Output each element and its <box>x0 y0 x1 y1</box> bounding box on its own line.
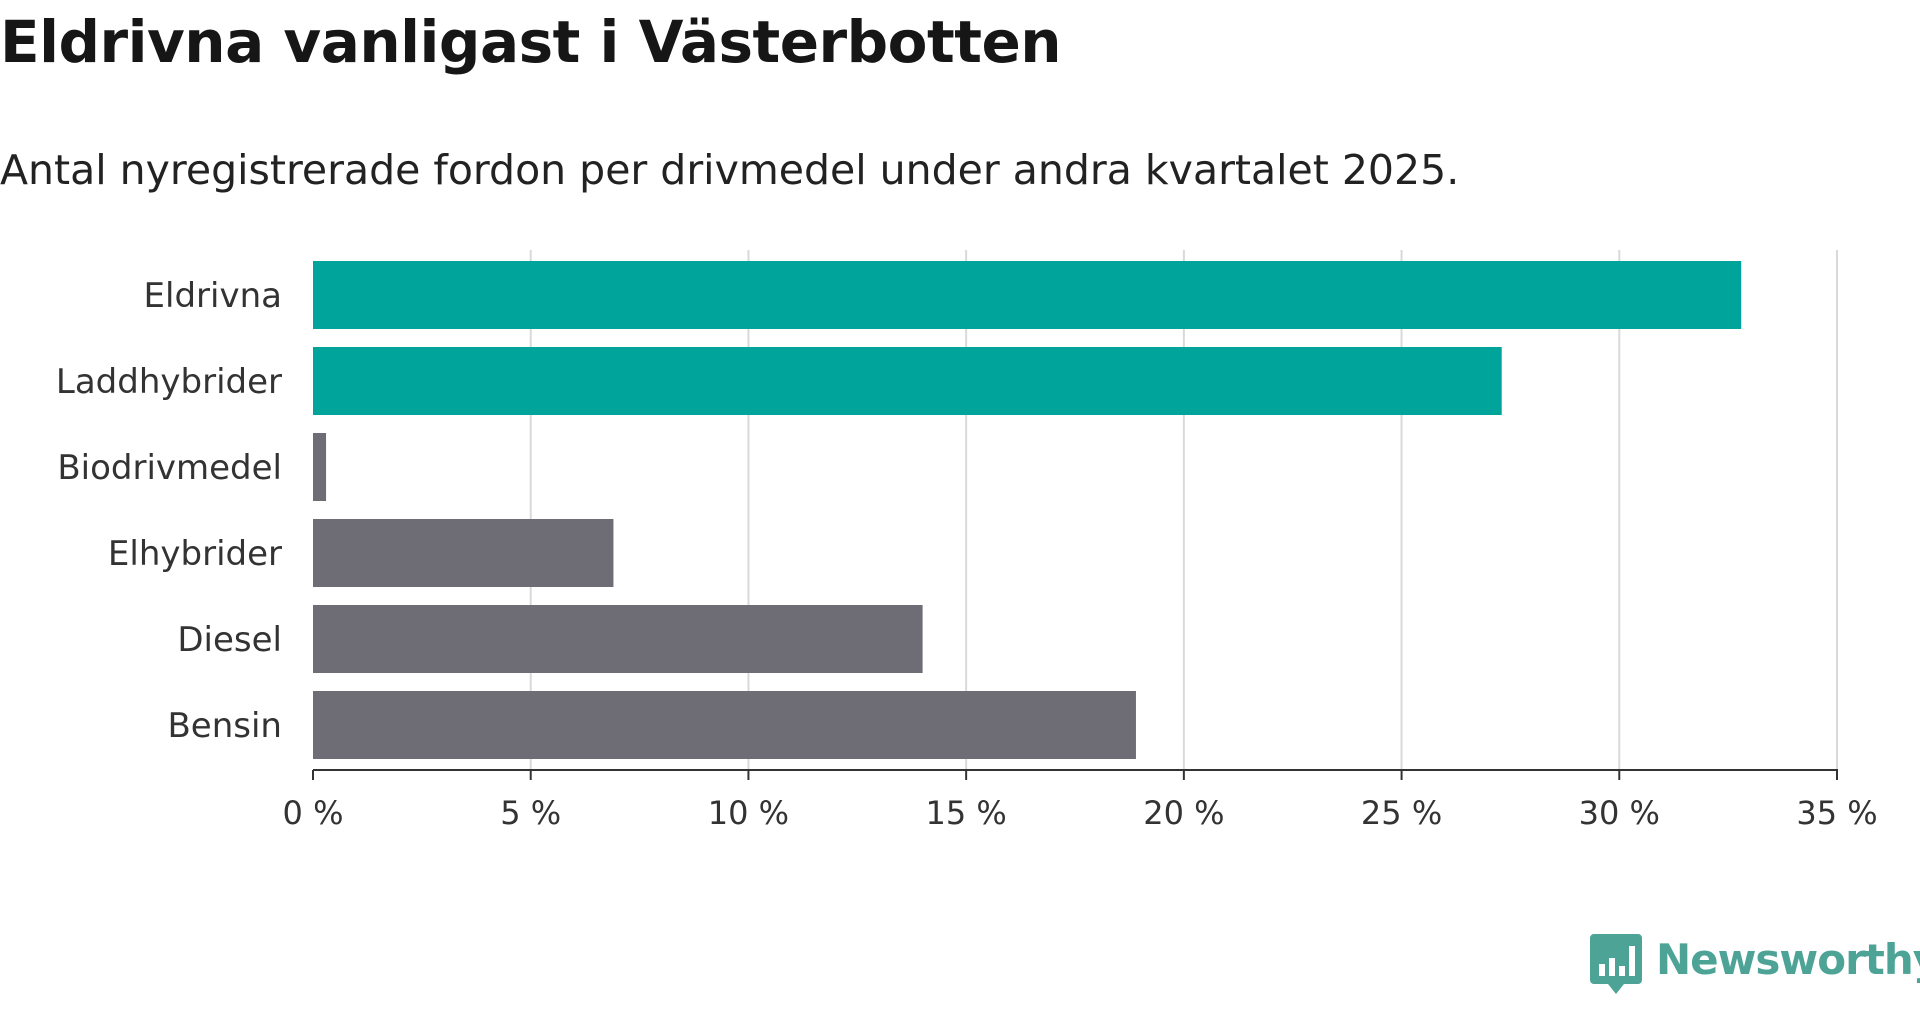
bar-laddhybrider <box>313 347 1502 415</box>
newsworthy-logo: Newsworthy <box>1590 930 1920 1010</box>
chart-title: Eldrivna vanligast i Västerbotten <box>0 8 1062 76</box>
bar-biodrivmedel <box>313 433 327 501</box>
bar-elhybrider <box>313 519 614 587</box>
bar-diesel <box>313 605 923 673</box>
x-tick-label: 25 % <box>1361 794 1442 832</box>
category-label: Diesel <box>177 620 282 660</box>
bar-bensin <box>313 691 1136 759</box>
brand-name: Newsworthy <box>1656 935 1920 984</box>
chart-subtitle: Antal nyregistrerade fordon per drivmede… <box>0 146 1460 194</box>
category-labels: Eldrivna Laddhybrider Biodrivmedel Elhybrid… <box>56 276 282 746</box>
category-label: Eldrivna <box>144 276 282 316</box>
x-axis: 0 % 5 % 10 % 15 % 20 % 25 % 30 % 35 % <box>283 769 1878 832</box>
category-label: Bensin <box>167 706 282 746</box>
x-tick-label: 15 % <box>925 794 1006 832</box>
x-tick-label: 0 % <box>283 794 344 832</box>
bar-chart-speech-bubble-icon <box>1590 934 1642 994</box>
x-tick-label: 5 % <box>500 794 561 832</box>
bars <box>313 261 1742 759</box>
x-tick-label: 20 % <box>1143 794 1224 832</box>
x-tick-label: 10 % <box>708 794 789 832</box>
gridlines <box>529 250 1838 770</box>
category-label: Laddhybrider <box>56 362 282 402</box>
x-tick-label: 30 % <box>1579 794 1660 832</box>
x-tick-label: 35 % <box>1796 794 1877 832</box>
category-label: Elhybrider <box>108 534 282 574</box>
bar-eldrivna <box>313 261 1742 329</box>
category-label: Biodrivmedel <box>57 448 282 488</box>
